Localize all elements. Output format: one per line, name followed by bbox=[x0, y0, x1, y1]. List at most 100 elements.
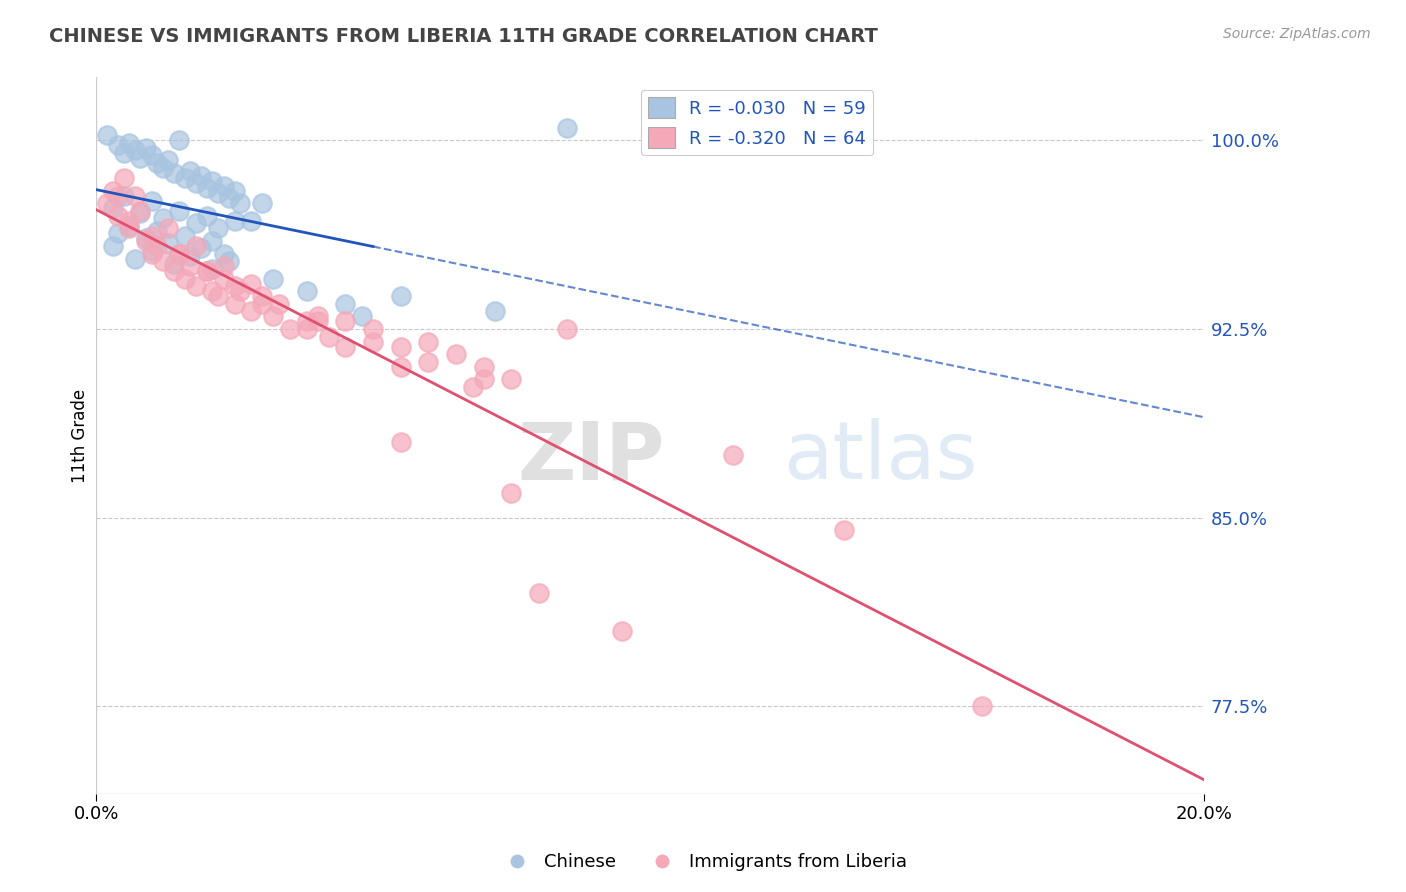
Point bbox=[472, 372, 495, 386]
Point bbox=[555, 120, 578, 135]
Point bbox=[167, 246, 190, 260]
Point bbox=[212, 259, 235, 273]
Point bbox=[318, 329, 340, 343]
Point bbox=[107, 227, 129, 241]
Point bbox=[184, 216, 207, 230]
Point bbox=[112, 188, 135, 202]
Point bbox=[152, 211, 174, 226]
Point bbox=[157, 236, 180, 251]
Point bbox=[179, 163, 201, 178]
Point bbox=[179, 259, 201, 273]
Point bbox=[135, 231, 157, 245]
Point bbox=[195, 181, 218, 195]
Point bbox=[201, 285, 224, 299]
Point bbox=[135, 234, 157, 248]
Point bbox=[229, 285, 252, 299]
Point bbox=[224, 279, 246, 293]
Point bbox=[124, 144, 146, 158]
Point bbox=[229, 196, 252, 211]
Point bbox=[832, 523, 855, 537]
Point bbox=[107, 138, 129, 153]
Point bbox=[612, 624, 634, 638]
Point bbox=[218, 191, 240, 205]
Point bbox=[141, 148, 163, 162]
Point bbox=[179, 249, 201, 263]
Point bbox=[96, 196, 118, 211]
Point bbox=[335, 297, 357, 311]
Point bbox=[472, 359, 495, 374]
Point bbox=[146, 156, 169, 170]
Point bbox=[157, 221, 180, 235]
Point bbox=[107, 188, 129, 202]
Text: atlas: atlas bbox=[783, 418, 977, 497]
Point bbox=[262, 310, 284, 324]
Point bbox=[350, 310, 373, 324]
Y-axis label: 11th Grade: 11th Grade bbox=[72, 389, 89, 483]
Point bbox=[295, 285, 318, 299]
Point bbox=[240, 304, 263, 318]
Point bbox=[267, 297, 290, 311]
Point bbox=[224, 184, 246, 198]
Point bbox=[195, 209, 218, 223]
Point bbox=[96, 128, 118, 143]
Point bbox=[212, 271, 235, 285]
Point bbox=[163, 257, 186, 271]
Point bbox=[129, 203, 152, 218]
Point bbox=[141, 244, 163, 258]
Point bbox=[152, 161, 174, 175]
Point bbox=[418, 334, 440, 349]
Point bbox=[118, 136, 141, 150]
Point bbox=[195, 264, 218, 278]
Point bbox=[167, 133, 190, 147]
Point bbox=[163, 264, 186, 278]
Point bbox=[218, 254, 240, 268]
Point bbox=[484, 304, 506, 318]
Point bbox=[224, 214, 246, 228]
Point bbox=[262, 271, 284, 285]
Point bbox=[129, 151, 152, 165]
Point bbox=[146, 239, 169, 253]
Point bbox=[555, 322, 578, 336]
Point bbox=[212, 178, 235, 193]
Point bbox=[252, 297, 274, 311]
Point bbox=[101, 184, 124, 198]
Point bbox=[107, 209, 129, 223]
Point bbox=[295, 314, 318, 328]
Point bbox=[184, 279, 207, 293]
Point bbox=[118, 214, 141, 228]
Point bbox=[418, 354, 440, 368]
Point bbox=[240, 277, 263, 291]
Point bbox=[146, 224, 169, 238]
Point bbox=[335, 340, 357, 354]
Point bbox=[135, 141, 157, 155]
Point bbox=[173, 228, 195, 243]
Point bbox=[184, 176, 207, 190]
Point bbox=[389, 359, 412, 374]
Point bbox=[112, 171, 135, 186]
Point bbox=[190, 242, 212, 256]
Point bbox=[167, 203, 190, 218]
Point bbox=[207, 289, 229, 303]
Point bbox=[295, 322, 318, 336]
Point bbox=[972, 699, 994, 714]
Point bbox=[307, 314, 329, 328]
Point bbox=[101, 239, 124, 253]
Point bbox=[201, 173, 224, 187]
Point bbox=[141, 194, 163, 208]
Point bbox=[141, 228, 163, 243]
Point bbox=[224, 297, 246, 311]
Point bbox=[118, 221, 141, 235]
Point bbox=[190, 169, 212, 183]
Point bbox=[201, 234, 224, 248]
Point bbox=[152, 254, 174, 268]
Point bbox=[444, 347, 467, 361]
Point bbox=[252, 196, 274, 211]
Point bbox=[721, 448, 744, 462]
Point bbox=[252, 289, 274, 303]
Point bbox=[157, 153, 180, 168]
Point bbox=[195, 264, 218, 278]
Text: CHINESE VS IMMIGRANTS FROM LIBERIA 11TH GRADE CORRELATION CHART: CHINESE VS IMMIGRANTS FROM LIBERIA 11TH … bbox=[49, 27, 879, 45]
Point bbox=[278, 322, 301, 336]
Point bbox=[201, 261, 224, 276]
Point bbox=[501, 485, 523, 500]
